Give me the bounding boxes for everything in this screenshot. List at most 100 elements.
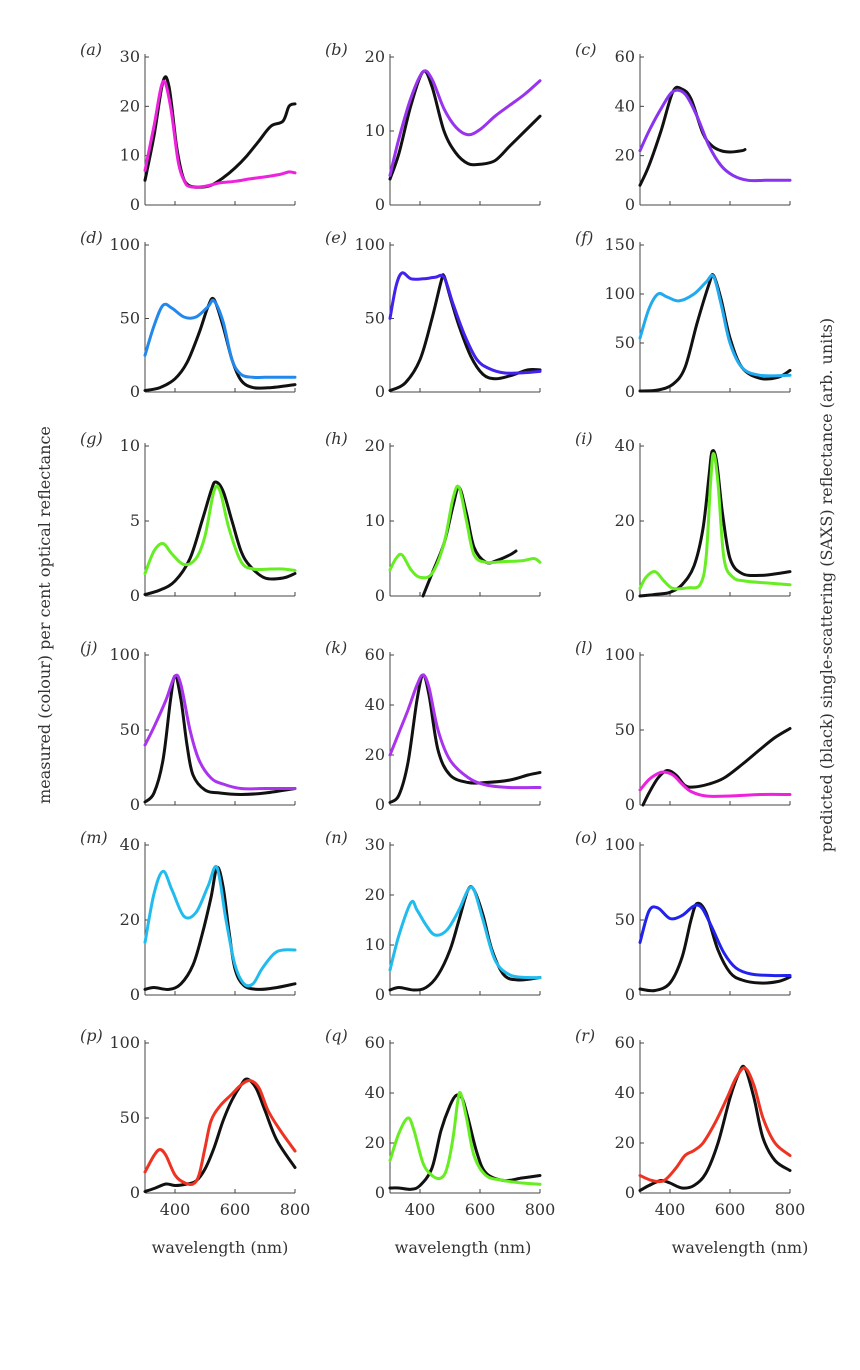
- predicted-series-line: [143, 480, 297, 596]
- panel-e: (e) 0 50 100: [325, 228, 542, 401]
- panel-d: (d) 0 50 100: [80, 228, 297, 401]
- panel-f: (f) 0 50 100 150: [575, 228, 792, 401]
- panel-label: (q): [325, 1026, 348, 1045]
- panel-m: (m) 0 20 40: [80, 828, 297, 1004]
- y-tick-label: 50: [615, 910, 635, 929]
- y-tick-label: 10: [365, 511, 385, 530]
- y-tick-label: 0: [375, 985, 385, 1004]
- y-tick-label: 20: [615, 511, 635, 530]
- y-tick-label: 60: [615, 1033, 635, 1052]
- panel-label: (h): [325, 429, 348, 448]
- panel-b: (b) 0 10 20: [325, 40, 542, 214]
- y-tick-label: 0: [625, 586, 635, 605]
- y-tick-label: 30: [120, 47, 140, 66]
- y-tick-label: 40: [365, 1083, 385, 1102]
- y-tick-label: 40: [615, 96, 635, 115]
- measured-series-line: [143, 79, 297, 189]
- y-tick-label: 100: [604, 835, 635, 854]
- x-axis-label-col2: wavelength (nm): [395, 1238, 532, 1257]
- measured-series-line: [388, 484, 542, 580]
- panel-label: (e): [325, 228, 347, 247]
- measured-series-line: [143, 1078, 297, 1187]
- measured-series-line: [638, 770, 792, 798]
- y-tick-label: 50: [120, 1108, 140, 1127]
- measured-series-line: [388, 1090, 542, 1186]
- panel-label: (b): [325, 40, 348, 59]
- panel-label: (a): [80, 40, 102, 59]
- x-tick-label: 400: [655, 1200, 686, 1219]
- panel-label: (d): [80, 228, 103, 247]
- y-tick-label: 0: [130, 1183, 140, 1202]
- y-tick-label: 20: [615, 1133, 635, 1152]
- measured-series-line: [638, 273, 792, 378]
- panel-j: (j) 0 50 100: [80, 638, 297, 814]
- measured-series-line: [143, 864, 297, 988]
- y-tick-label: 100: [109, 235, 140, 254]
- y-tick-label: 40: [615, 1083, 635, 1102]
- y-tick-label: 30: [365, 835, 385, 854]
- y-tick-label: 0: [130, 382, 140, 401]
- y-tick-label: 20: [365, 885, 385, 904]
- panel-q: (q) 0 20 40 60 400 600 800: [325, 1026, 555, 1219]
- panel-p: (p) 0 50 100 400 600 800: [80, 1026, 310, 1219]
- y-tick-label: 20: [365, 436, 385, 455]
- panel-label: (n): [325, 828, 348, 847]
- predicted-series-line: [641, 727, 792, 807]
- y-tick-label: 150: [604, 235, 635, 254]
- predicted-series-line: [638, 273, 792, 393]
- predicted-series-line: [388, 673, 542, 804]
- predicted-series-line: [638, 901, 792, 993]
- panel-label: (c): [575, 40, 596, 59]
- x-axis-label-col3: wavelength (nm): [672, 1238, 809, 1257]
- y-tick-label: 0: [625, 985, 635, 1004]
- y-tick-label: 60: [365, 1033, 385, 1052]
- panel-label: (r): [575, 1026, 595, 1045]
- y-tick-label: 10: [120, 146, 140, 165]
- panel-n: (n) 0 10 20 30: [325, 828, 542, 1004]
- y-tick-label: 100: [109, 1033, 140, 1052]
- y-tick-label: 0: [130, 795, 140, 814]
- panel-label: (o): [575, 828, 597, 847]
- panel-o: (o) 0 50 100: [575, 828, 792, 1004]
- y-tick-label: 50: [120, 720, 140, 739]
- x-tick-label: 800: [525, 1200, 556, 1219]
- predicted-series-line: [143, 674, 297, 804]
- measured-series-line: [638, 88, 792, 183]
- y-tick-label: 40: [365, 695, 385, 714]
- x-tick-label: 600: [465, 1200, 496, 1219]
- y-tick-label: 50: [615, 720, 635, 739]
- y-tick-label: 0: [375, 195, 385, 214]
- y-tick-label: 0: [375, 382, 385, 401]
- y-tick-label: 100: [604, 645, 635, 664]
- x-tick-label: 400: [160, 1200, 191, 1219]
- left-y-axis-label: measured (colour) per cent optical refle…: [35, 426, 54, 804]
- panel-k: (k) 0 20 40 60: [325, 638, 542, 814]
- y-tick-label: 60: [365, 645, 385, 664]
- x-tick-label: 400: [405, 1200, 436, 1219]
- panel-c: (c) 0 20 40 60: [575, 40, 792, 214]
- predicted-series-line: [638, 449, 792, 598]
- y-tick-label: 50: [615, 333, 635, 352]
- measured-series-line: [388, 271, 542, 375]
- measured-series-line: [388, 673, 542, 790]
- panel-label: (j): [80, 638, 97, 657]
- measured-series-line: [638, 903, 792, 978]
- y-tick-label: 20: [365, 47, 385, 66]
- panel-label: (k): [325, 638, 347, 657]
- y-tick-label: 0: [130, 195, 140, 214]
- y-tick-label: 0: [625, 1183, 635, 1202]
- y-tick-label: 0: [130, 586, 140, 605]
- measured-series-line: [143, 673, 297, 791]
- y-tick-label: 20: [615, 146, 635, 165]
- y-tick-label: 0: [375, 586, 385, 605]
- y-tick-label: 10: [120, 436, 140, 455]
- measured-series-line: [143, 298, 297, 380]
- y-tick-label: 20: [120, 96, 140, 115]
- panel-label: (m): [80, 828, 108, 847]
- panel-h: (h) 0 10 20: [325, 429, 542, 605]
- y-tick-label: 0: [625, 382, 635, 401]
- panel-a: (a) 0 10 20 30: [80, 40, 297, 214]
- panel-label: (p): [80, 1026, 103, 1045]
- y-tick-label: 20: [365, 1133, 385, 1152]
